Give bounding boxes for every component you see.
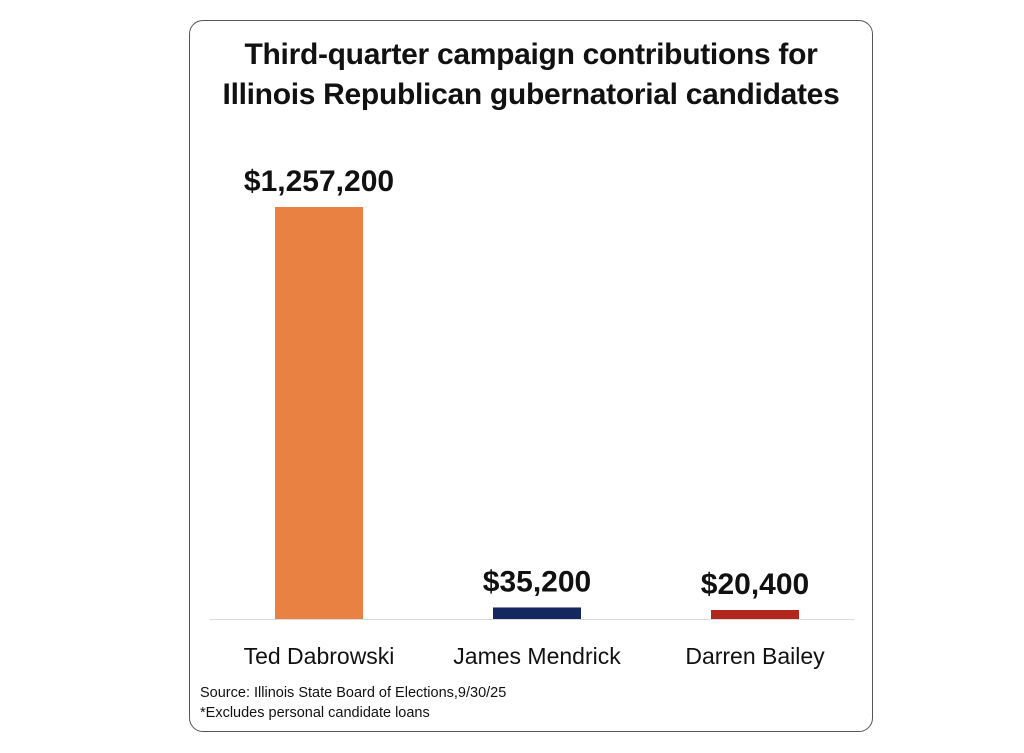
bar-james-mendrick — [493, 607, 581, 619]
category-label: Darren Bailey — [685, 643, 825, 669]
chart-title-line-2: Illinois Republican gubernatorial candid… — [222, 78, 840, 111]
value-label: $35,200 — [483, 565, 591, 598]
loans-note: *Excludes personal candidate loans — [200, 705, 430, 721]
category-label: James Mendrick — [453, 643, 621, 669]
footnotes: Source: Illinois State Board of Election… — [200, 683, 506, 723]
bar-chart: $1,257,200 Ted Dabrowski $35,200 James Mend… — [210, 165, 854, 669]
chart-title: Third-quarter campaign contributions for… — [190, 35, 872, 115]
value-label: $20,400 — [701, 568, 809, 601]
source-note: Source: Illinois State Board of Election… — [200, 685, 507, 701]
bar-darren-bailey — [711, 610, 799, 619]
value-label: $1,257,200 — [244, 165, 394, 198]
category-label: Ted Dabrowski — [244, 643, 395, 669]
chart-card: Third-quarter campaign contributions for… — [189, 20, 873, 732]
chart-title-line-1: Third-quarter campaign contributions for — [244, 38, 818, 71]
bar-ted-dabrowski — [275, 207, 363, 619]
